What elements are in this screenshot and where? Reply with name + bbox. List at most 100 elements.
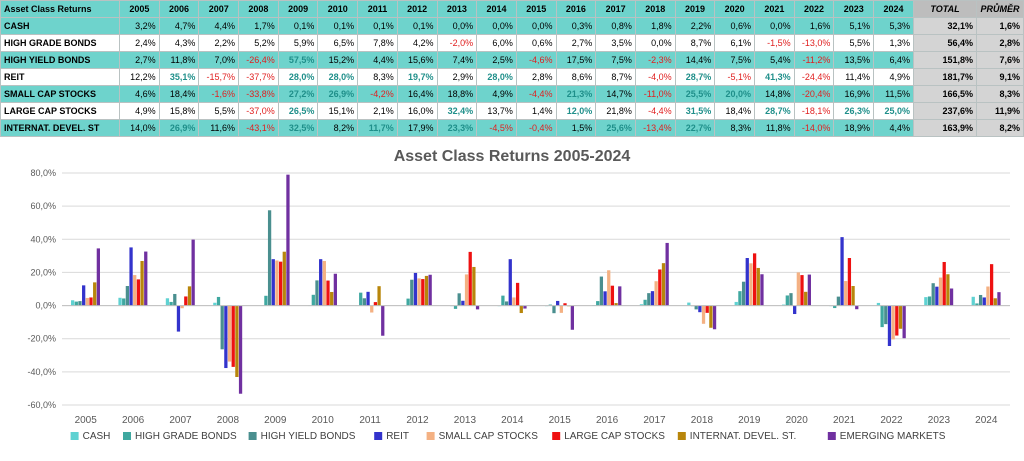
table-cell: 28,0%	[277, 68, 319, 86]
table-cell: 3,2%	[119, 17, 160, 35]
bar	[997, 292, 1001, 306]
bar	[71, 300, 75, 306]
bar	[647, 293, 651, 306]
table-cell: 1,8%	[634, 17, 676, 35]
total-cell: 181,7%	[913, 68, 977, 86]
bar	[264, 295, 268, 306]
table-cell: 16,4%	[396, 85, 438, 103]
x-tick-label: 2007	[169, 415, 192, 426]
bar	[618, 286, 622, 306]
bar	[173, 293, 177, 306]
bar	[133, 275, 137, 306]
x-tick-label: 2005	[75, 415, 98, 426]
bar	[603, 291, 607, 306]
table-cell: 7,0%	[198, 51, 240, 69]
bar	[650, 291, 655, 306]
bar	[169, 301, 173, 306]
table-cell: 32,5%	[277, 119, 319, 137]
bar	[807, 274, 811, 306]
table-cell: 26,9%	[317, 85, 359, 103]
bar	[311, 294, 315, 306]
table-cell: -37,7%	[238, 68, 279, 86]
bar	[282, 251, 286, 306]
bar	[785, 295, 789, 306]
table-cell: 2,1%	[357, 102, 398, 120]
bar	[570, 305, 574, 330]
table-cell: 4,7%	[158, 17, 200, 35]
bar	[144, 251, 148, 306]
bar	[515, 282, 520, 306]
bar	[373, 302, 378, 306]
table-cell: -26,4%	[238, 51, 279, 69]
bar	[887, 305, 892, 346]
table-cell: 12,2%	[119, 68, 160, 86]
table-cell: -13,4%	[634, 119, 676, 137]
average-cell: 7,6%	[976, 51, 1024, 69]
bar	[800, 275, 804, 306]
table-cell: -5,1%	[714, 68, 755, 86]
bar	[789, 293, 793, 306]
table-cell: -0,4%	[515, 119, 557, 137]
table-cell: -20,4%	[793, 85, 835, 103]
bar	[880, 305, 884, 328]
x-tick-label: 2017	[643, 415, 666, 426]
table-cell: 2,5%	[476, 51, 517, 69]
bar	[614, 303, 618, 306]
table-header-average: PRŮMĚR	[976, 0, 1024, 18]
bar	[559, 305, 563, 313]
bar	[457, 293, 461, 306]
table-cell: -18,1%	[793, 102, 835, 120]
x-tick-label: 2006	[122, 415, 145, 426]
table-cell: 0,1%	[357, 17, 398, 35]
table-cell: 8,3%	[714, 119, 755, 137]
bar	[701, 305, 706, 324]
table-header-year: 2010	[317, 0, 359, 18]
row-label: REIT	[0, 68, 120, 86]
bar	[844, 281, 848, 306]
bar	[658, 269, 662, 306]
x-tick-label: 2015	[549, 415, 572, 426]
bar	[840, 237, 844, 306]
bar	[315, 280, 319, 306]
table-cell: 15,1%	[317, 102, 359, 120]
x-tick-label: 2010	[312, 415, 335, 426]
table-cell: 4,4%	[873, 119, 914, 137]
y-tick-label: -20,0%	[27, 334, 56, 344]
table-cell: -43,1%	[238, 119, 279, 137]
table-cell: 1,7%	[238, 17, 279, 35]
bar	[519, 305, 523, 314]
bar	[129, 247, 133, 306]
bar	[85, 297, 89, 306]
table-cell: 18,4%	[714, 102, 755, 120]
table-row: HIGH GRADE BONDS 2,4% 4,3% 2,2% 5,2% 5,9% 6,5%…	[0, 34, 1024, 52]
table-cell: 7,8%	[357, 34, 398, 52]
table-cell: 14,8%	[754, 85, 795, 103]
table-cell: -4,4%	[515, 85, 557, 103]
bar	[231, 305, 235, 367]
x-tick-label: 2023	[928, 415, 951, 426]
table-cell: 2,7%	[555, 34, 597, 52]
table-cell: 0,0%	[754, 17, 795, 35]
table-row: LARGE CAP STOCKS 4,9% 15,8% 5,5% -37,0% 26,5%…	[0, 102, 1024, 120]
bar	[698, 305, 702, 313]
table-cell: 12,0%	[555, 102, 597, 120]
bar	[610, 285, 615, 306]
bar	[855, 305, 859, 310]
bar	[596, 301, 600, 306]
table-row: REIT 12,2% 35,1% -15,7% -37,7% 28,0% 28,0% 8,3%…	[0, 68, 1024, 86]
table-cell: 2,4%	[119, 34, 160, 52]
bar	[187, 286, 192, 306]
table-cell: 5,2%	[238, 34, 279, 52]
table-cell: 15,2%	[317, 51, 359, 69]
y-tick-label: 0,0%	[35, 301, 56, 311]
bar	[468, 251, 472, 306]
table-cell: 16,0%	[396, 102, 438, 120]
bar	[938, 277, 943, 306]
table-cell: -4,6%	[515, 51, 557, 69]
table-cell: 16,9%	[833, 85, 875, 103]
table-cell: 8,2%	[317, 119, 359, 137]
bar	[898, 305, 903, 329]
table-cell: 28,7%	[754, 102, 795, 120]
bar	[563, 303, 567, 306]
table-cell: 26,9%	[158, 119, 200, 137]
